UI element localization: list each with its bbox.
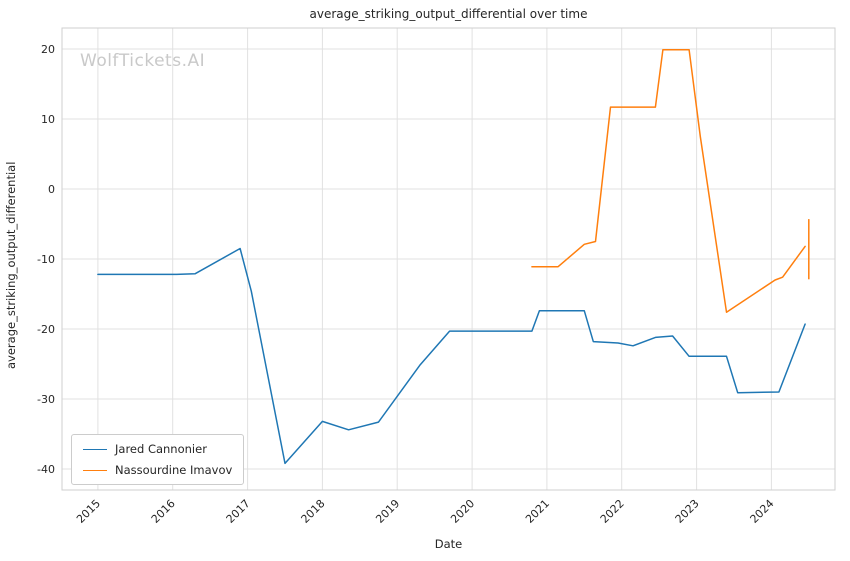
x-tick-label: 2015 — [74, 497, 103, 526]
y-tick-label: 20 — [41, 43, 55, 56]
legend: Jared Cannonier Nassourdine Imavov — [71, 434, 245, 485]
x-tick-label: 2016 — [149, 497, 178, 526]
x-tick-label: 2021 — [523, 497, 552, 526]
legend-item: Jared Cannonier — [83, 442, 232, 456]
y-tick-label: -10 — [37, 253, 55, 266]
series-line-jared-cannonier — [97, 247, 806, 465]
legend-label: Jared Cannonier — [115, 442, 207, 456]
watermark: WolfTickets.AI — [80, 51, 206, 71]
series-line-nassourdine-imavov — [531, 48, 806, 313]
x-tick-label: 2020 — [448, 497, 477, 526]
y-tick-label: 10 — [41, 113, 55, 126]
legend-line-swatch — [83, 448, 107, 450]
y-tick-label: -40 — [37, 463, 55, 476]
x-axis-label: Date — [434, 537, 463, 551]
chart-title: average_striking_output_differential ove… — [309, 7, 588, 21]
plot-border — [61, 27, 836, 491]
x-tick-label: 2024 — [748, 497, 777, 526]
x-tick-label: 2023 — [673, 497, 702, 526]
x-tick-label: 2017 — [224, 497, 253, 526]
x-tick-label: 2018 — [299, 497, 328, 526]
x-tick-label: 2022 — [598, 497, 627, 526]
y-tick-label: -20 — [37, 323, 55, 336]
legend-item: Nassourdine Imavov — [83, 463, 232, 477]
y-tick-label: -30 — [37, 393, 55, 406]
x-tick-label: 2019 — [373, 497, 402, 526]
legend-line-swatch — [83, 469, 107, 471]
legend-label: Nassourdine Imavov — [115, 463, 233, 477]
y-tick-label: 0 — [48, 183, 55, 196]
y-axis-label: average_striking_output_differential — [4, 161, 18, 369]
